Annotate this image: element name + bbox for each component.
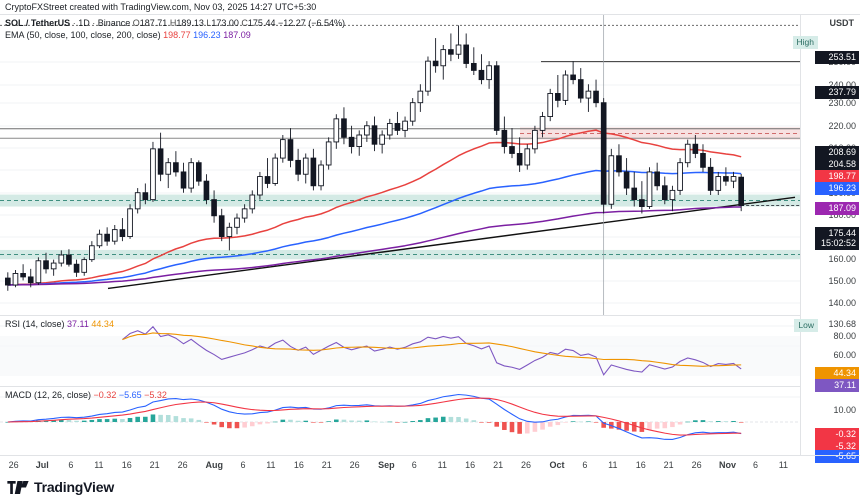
rsi-tick: 80.00 (833, 331, 856, 341)
time-tick: 21 (149, 460, 160, 470)
time-tick: 16 (465, 460, 476, 470)
time-tick: 21 (321, 460, 332, 470)
tradingview-mark-icon (7, 480, 29, 494)
time-tick: 6 (582, 460, 588, 470)
rsi-plot (0, 325, 800, 376)
time-tick: 16 (121, 460, 132, 470)
time-tick: 6 (240, 460, 246, 470)
price-pane[interactable]: SOL / TetherUS · 1D · Binance O187.71 H1… (0, 15, 800, 315)
low-marker-badge: Low (794, 319, 818, 332)
time-tick: 26 (177, 460, 188, 470)
low-price-tick: 130.68 (828, 319, 856, 329)
price-tick: 220.00 (828, 121, 856, 131)
time-tick: 16 (293, 460, 304, 470)
macd-plot (0, 393, 800, 441)
chart-panes: SOL / TetherUS · 1D · Binance O187.71 H1… (0, 15, 800, 456)
time-tick: 26 (8, 460, 19, 470)
price-badge[interactable]: 253.51 (815, 51, 859, 64)
time-tick: 6 (752, 460, 759, 470)
macd-badge[interactable]: -0.32 (815, 428, 859, 441)
time-tick: Sep (378, 460, 395, 470)
macd-badge[interactable]: -5.65 (815, 450, 859, 463)
price-scale[interactable]: USDT 250.00240.00230.00220.00210.00200.0… (792, 15, 860, 463)
rsi-tick: 60.00 (833, 350, 856, 360)
macd-tick: 10.00 (833, 405, 856, 415)
chart-frame: SOL / TetherUS · 1D · Binance O187.71 H1… (0, 14, 860, 463)
time-tick: 11 (608, 460, 618, 470)
time-tick: 6 (411, 460, 417, 470)
macd-badge[interactable]: -5.32 (815, 440, 859, 453)
time-tick: 21 (663, 460, 674, 470)
price-badge[interactable]: 198.77 (815, 170, 859, 183)
price-tick: 230.00 (828, 98, 856, 108)
time-tick: 11 (778, 460, 789, 470)
price-tick: 240.00 (828, 80, 856, 90)
time-tick: 21 (493, 460, 504, 470)
time-tick: 26 (349, 460, 360, 470)
time-tick: Jul (35, 460, 49, 470)
price-plot (0, 15, 800, 315)
time-tick: Aug (205, 460, 224, 470)
time-tick: 16 (635, 460, 646, 470)
high-marker-badge: High (792, 36, 818, 49)
price-tick: 140.00 (828, 298, 856, 308)
rsi-badge[interactable]: 44.34 (815, 367, 859, 380)
price-badge[interactable]: 237.79 (815, 86, 859, 99)
price-tick: 180.00 (828, 210, 856, 220)
macd-pane[interactable]: MACD (12, 26, close) −0.32 −5.65 −5.32 (0, 386, 800, 457)
rsi-pane[interactable]: RSI (14, close) 37.11 44.34 (0, 315, 800, 386)
price-badge[interactable]: 175.44 (815, 227, 859, 240)
time-tick: 11 (266, 460, 276, 470)
price-badge[interactable]: 204.58 (815, 158, 859, 171)
price-tick: 160.00 (828, 254, 856, 264)
price-badge[interactable]: 187.09 (815, 202, 859, 215)
time-tick: 11 (94, 460, 104, 470)
footer: TradingView (0, 475, 860, 502)
time-tick: 26 (520, 460, 532, 470)
time-tick: Oct (549, 460, 565, 470)
price-scale-unit: USDT (829, 18, 855, 28)
tradingview-wordmark: TradingView (34, 479, 115, 495)
price-badge[interactable]: 15:02:52 (815, 237, 859, 250)
price-badge[interactable]: 208.69 (815, 146, 859, 159)
tradingview-logo[interactable]: TradingView (7, 479, 114, 495)
time-tick: 26 (691, 460, 702, 470)
price-tick: 150.00 (828, 276, 856, 286)
price-badge[interactable]: 196.23 (815, 182, 859, 195)
rsi-badge[interactable]: 37.11 (815, 379, 859, 392)
time-scale[interactable]: 26 Jul 6 11 16 21 26 Aug 6 11 16 21 26 Sep 6 11 16 21 26 Oc… (0, 455, 860, 475)
attribution-text: CryptoFXStreet created with TradingView.… (5, 2, 317, 12)
time-tick: 11 (437, 460, 447, 470)
time-tick: 6 (68, 460, 74, 470)
time-tick: Nov (718, 460, 737, 470)
